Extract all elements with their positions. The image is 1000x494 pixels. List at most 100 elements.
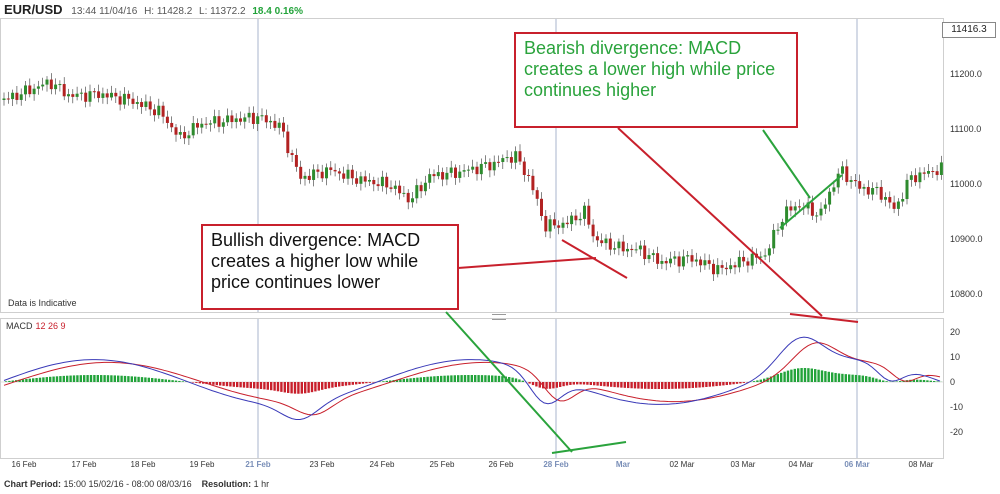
macd-histogram-bar [678, 382, 681, 389]
macd-histogram-bar [32, 378, 35, 382]
macd-histogram-bar [276, 382, 280, 392]
candle-body [54, 84, 58, 90]
macd-histogram-bar [664, 382, 667, 389]
macd-histogram-bar [382, 381, 385, 382]
macd-histogram-bar [511, 377, 514, 382]
candle-body [776, 229, 780, 231]
macd-histogram-bar [49, 376, 52, 382]
candle-body [127, 93, 131, 99]
macd-histogram-bar [300, 382, 303, 394]
candle-body [583, 205, 586, 219]
candle-body [355, 178, 359, 184]
macd-histogram-bar [810, 368, 813, 382]
macd-histogram-bar [239, 382, 242, 388]
macd-histogram-bar [820, 370, 824, 382]
candle-body [690, 255, 694, 262]
candle-body [750, 253, 754, 266]
macd-histogram-bar [433, 376, 436, 382]
macd-histogram-bar [310, 382, 314, 393]
macd-histogram-bar [331, 382, 334, 388]
macd-histogram-bar [732, 382, 735, 385]
macd-histogram-bar [620, 382, 623, 388]
macd-tick: 10 [950, 352, 961, 362]
price-tick: 10900.0 [950, 234, 983, 244]
macd-histogram-bar [59, 376, 62, 382]
candle-body [471, 166, 475, 170]
macd-histogram-bar [657, 382, 660, 389]
period-label: Chart Period: [4, 479, 62, 489]
candle-body [45, 79, 49, 85]
candle-body [853, 180, 857, 182]
candle-body [363, 176, 367, 182]
macd-histogram-bar [650, 382, 654, 389]
macd-histogram-bar [674, 382, 677, 389]
candle-body [879, 186, 883, 200]
macd-histogram-bar [593, 382, 596, 386]
candle-body [58, 84, 62, 86]
macd-histogram-bar [120, 375, 123, 382]
macd-histogram-bar [409, 378, 412, 382]
candle-body [49, 79, 53, 90]
candle-body [565, 222, 569, 225]
x-tick: 08 Mar [908, 460, 934, 469]
macd-histogram-bar [837, 373, 841, 382]
x-tick: Mar [615, 460, 631, 469]
macd-name: MACD [6, 321, 33, 331]
macd-histogram-bar [253, 382, 256, 389]
macd-histogram-bar [307, 382, 310, 393]
x-tick: 19 Feb [189, 460, 215, 469]
macd-histogram-bar [338, 382, 341, 387]
macd-histogram-bar [297, 382, 300, 394]
macd-histogram-bar [695, 382, 698, 388]
x-tick: 04 Mar [788, 460, 814, 469]
candle-body [832, 187, 836, 192]
macd-histogram-bar [463, 375, 467, 382]
macd-histogram-bar [630, 382, 633, 389]
candle-body [256, 116, 260, 124]
macd-histogram-bar [576, 382, 579, 385]
macd-histogram-bar [569, 382, 572, 385]
macd-histogram-bar [79, 375, 82, 382]
macd-histogram-bar [113, 375, 116, 382]
candle-body [307, 175, 311, 180]
candle-body [875, 186, 879, 189]
macd-histogram-bar [865, 376, 868, 382]
candle-body [841, 166, 844, 174]
macd-histogram-bar [96, 375, 99, 382]
macd-histogram-bar [168, 379, 171, 382]
macd-histogram-bar [606, 382, 609, 387]
candle-body [836, 173, 840, 188]
x-tick: 18 Feb [130, 460, 156, 469]
macd-histogram-bar [807, 368, 810, 382]
macd-histogram-bar [535, 382, 538, 387]
candle-body [32, 88, 36, 95]
macd-histogram-bar [440, 375, 443, 382]
datetime-label: 13:44 11/04/16 [71, 6, 138, 17]
candle-body [213, 116, 217, 124]
macd-histogram-bar [263, 382, 266, 390]
macd-histogram-bar [599, 382, 603, 386]
macd-histogram-bar [191, 382, 195, 383]
candle-body [178, 132, 182, 135]
candle-body [509, 157, 513, 163]
candle-body [677, 256, 681, 267]
macd-histogram-bar [317, 382, 320, 391]
macd-histogram-bar [25, 379, 28, 382]
macd-histogram-bar [552, 382, 555, 389]
candle-body [260, 115, 264, 117]
panel-resize-handle[interactable] [492, 314, 506, 320]
macd-histogram-bar [93, 375, 96, 382]
macd-higher-low-line [551, 441, 627, 454]
macd-histogram-bar [106, 375, 110, 382]
macd-histogram-bar [123, 375, 127, 382]
last-price-tag: 11416.3 [942, 22, 996, 38]
macd-histogram-bar [797, 368, 800, 382]
macd-histogram-bar [790, 369, 793, 382]
macd-histogram-bar [875, 378, 878, 382]
candle-body [540, 198, 543, 216]
candle-body [153, 109, 156, 116]
macd-histogram-bar [72, 375, 76, 382]
macd-histogram-bar [181, 381, 184, 382]
macd-histogram-bar [351, 382, 354, 385]
